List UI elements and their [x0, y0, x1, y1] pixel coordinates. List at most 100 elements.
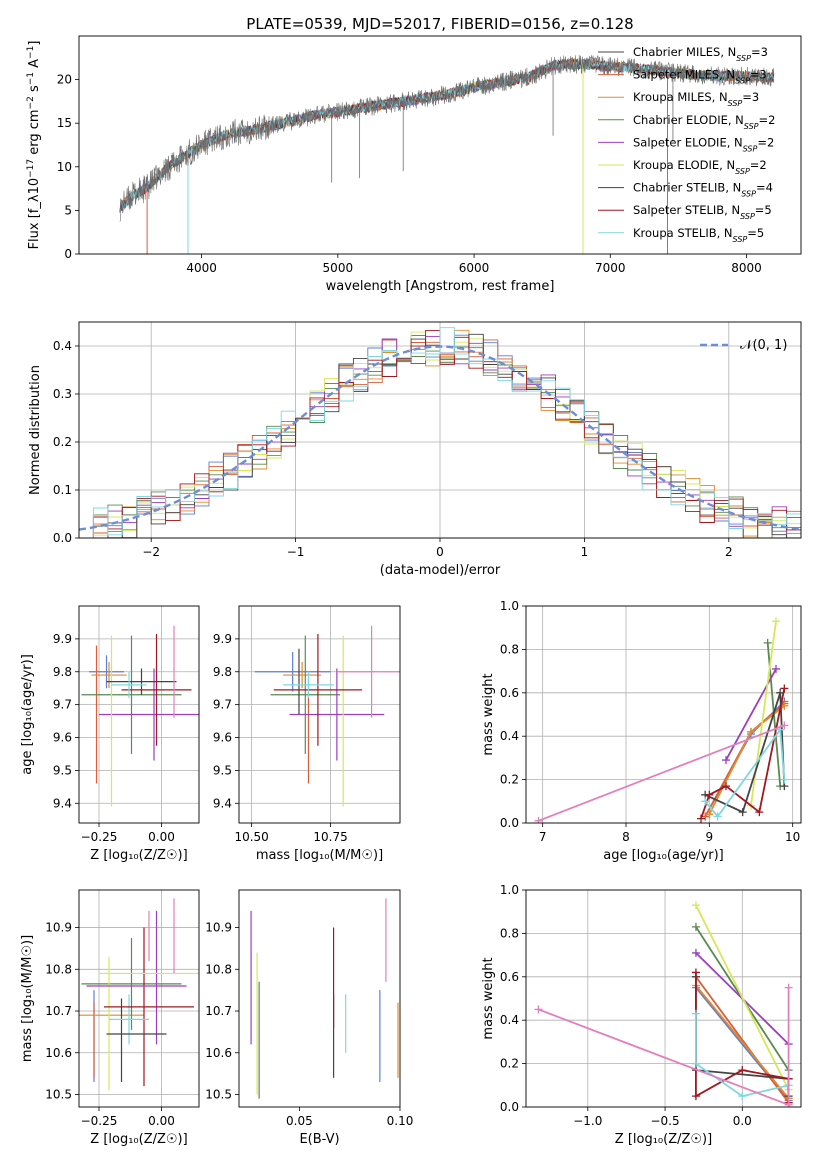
y-tick-label: 15: [57, 116, 72, 130]
y-tick-label: 10.8: [205, 962, 232, 976]
point-marker: [763, 638, 772, 647]
point-marker: [722, 782, 730, 791]
y-tick-label: 0.4: [500, 729, 519, 743]
y-tick-label: 1.0: [500, 599, 519, 613]
x-tick-label: −0.25: [81, 830, 118, 844]
point-marker: [534, 1005, 543, 1014]
x-tick-label: 2: [725, 545, 733, 559]
figure-title: PLATE=0539, MJD=52017, FIBERID=0156, z=0…: [246, 15, 633, 33]
y-tick-label: 10.7: [205, 1004, 232, 1018]
chart-age-weight: 7 8 9 10 0.0 0.2 0.4 0.6 0.8 1.0 age [log₁₀(age/yr…: [481, 599, 802, 863]
point-marker: [780, 775, 789, 784]
axes: −1.0 −0.5 0.0 0.0 0.2 0.4 0.6 0.8 1.0: [500, 883, 801, 1128]
point-marker: [755, 808, 764, 817]
x-axis-label: age [log₁₀(age/yr)]: [603, 848, 724, 863]
x-axis-label: mass [log₁₀(M/M☉)]: [256, 848, 383, 863]
series-line: [695, 1013, 789, 1098]
y-tick-label: 1.0: [500, 883, 519, 897]
point-marker: [691, 922, 700, 931]
x-axis-label: Z [log₁₀(Z/Z☉)]: [90, 848, 187, 863]
y-tick-label: 10.7: [45, 1004, 72, 1018]
y-axis-label: age [log₁₀(age/yr)]: [20, 654, 35, 775]
x-tick-label: −2: [142, 545, 160, 559]
axes-frame: [78, 35, 802, 255]
x-tick-label: 0.10: [387, 1114, 414, 1128]
y-tick-label: 5: [64, 203, 72, 217]
y-tick-label: 0.2: [500, 1057, 519, 1071]
point-marker: [722, 756, 730, 765]
y-tick-label: 0.4: [500, 1013, 519, 1027]
x-tick-label: 10: [785, 830, 800, 844]
y-tick-label: 9.9: [53, 632, 72, 646]
plot-area: [534, 617, 789, 823]
point-marker: [780, 684, 789, 693]
y-tick-label: 10.5: [45, 1087, 72, 1101]
legend-label: Salpeter MILES, NSSP=3: [633, 68, 767, 86]
x-axis-label: E(B-V): [299, 1132, 339, 1147]
y-tick-label: 0.4: [53, 339, 72, 353]
y-axis-label: Normed distribution: [28, 365, 43, 495]
point-marker: [534, 816, 543, 823]
x-tick-label: 8000: [731, 261, 762, 275]
x-tick-label: 0.05: [286, 1114, 313, 1128]
axes: −0.25 0.00 9.4 9.5 9.6 9.7 9.8 9.9: [53, 606, 199, 844]
series-line: [538, 987, 790, 1107]
x-tick-label: 0: [436, 545, 444, 559]
series-line: [538, 724, 785, 822]
point-marker: [738, 808, 747, 817]
y-tick-label: 0.2: [53, 435, 72, 449]
x-axis-label: Z [log₁₀(Z/Z☉)]: [90, 1132, 187, 1147]
x-axis-label: wavelength [Angstrom, rest frame]: [326, 279, 555, 294]
legend: Chabrier MILES, NSSP=3 Salpeter MILES, NS…: [598, 45, 775, 243]
x-tick-label: 5000: [323, 261, 354, 275]
series-line: [704, 727, 786, 818]
y-tick-label: 0.0: [500, 1100, 519, 1114]
x-tick-label: 1: [581, 545, 589, 559]
y-tick-label: 20: [57, 73, 72, 87]
x-tick-label: 4000: [186, 261, 217, 275]
axes-frame: [525, 605, 802, 824]
plot-area: [534, 901, 793, 1107]
axes: 4000 5000 6000 7000 8000 0 5 10 15 20: [57, 73, 762, 275]
axes: 0.05 0.10 10.5 10.6 10.7 10.8 10.9: [205, 921, 413, 1128]
point-marker: [713, 812, 722, 821]
y-tick-label: 10.6: [205, 1046, 232, 1060]
x-tick-label: 0.00: [148, 830, 175, 844]
point-marker: [697, 814, 705, 823]
axes-frame: [78, 889, 200, 1108]
y-tick-label: 10.6: [45, 1046, 72, 1060]
y-tick-label: 9.6: [213, 731, 232, 745]
axes-frame: [525, 889, 802, 1108]
series-line: [695, 904, 790, 1091]
y-axis-label: mass weight: [481, 957, 496, 1039]
legend-label: Chabrier MILES, NSSP=3: [633, 45, 768, 63]
legend-label: 𝒩(0, 1): [740, 338, 787, 353]
y-tick-label: 9.6: [53, 731, 72, 745]
point-marker: [780, 721, 789, 730]
plot-area: [81, 625, 199, 807]
plot-area: [79, 327, 801, 538]
point-marker: [691, 1009, 700, 1018]
legend-label: Kroupa MILES, NSSP=3: [633, 90, 759, 108]
point-marker: [691, 1092, 700, 1101]
y-tick-label: 0.1: [53, 483, 72, 497]
y-tick-label: 0.0: [53, 531, 72, 545]
chart-z-age: −0.25 0.00 9.4 9.5 9.6 9.7 9.8 9.9 Z [log₁₀(Z/Z☉…: [20, 605, 200, 863]
axes: 7 8 9 10 0.0 0.2 0.4 0.6 0.8 1.0: [500, 599, 801, 844]
x-tick-label: 7: [539, 830, 547, 844]
x-tick-label: 7000: [595, 261, 626, 275]
y-tick-label: 9.8: [213, 665, 232, 679]
y-tick-label: 9.5: [53, 763, 72, 777]
point-marker: [772, 617, 780, 626]
y-tick-label: 0.6: [500, 970, 519, 984]
y-tick-label: 10.9: [205, 921, 232, 935]
series-line: [695, 984, 790, 1099]
chart-spectrum: 4000 5000 6000 7000 8000 0 5 10 15 20 Chabrier MIL…: [26, 35, 802, 294]
axes: 10.50 10.75 9.4 9.5 9.6 9.7 9.8 9.9: [213, 606, 400, 844]
point-marker: [772, 664, 780, 673]
x-tick-label: 0.0: [733, 1114, 752, 1128]
legend-label: Salpeter STELIB, NSSP=5: [633, 203, 772, 221]
y-tick-label: 0: [64, 247, 72, 261]
y-tick-label: 0.2: [500, 773, 519, 787]
